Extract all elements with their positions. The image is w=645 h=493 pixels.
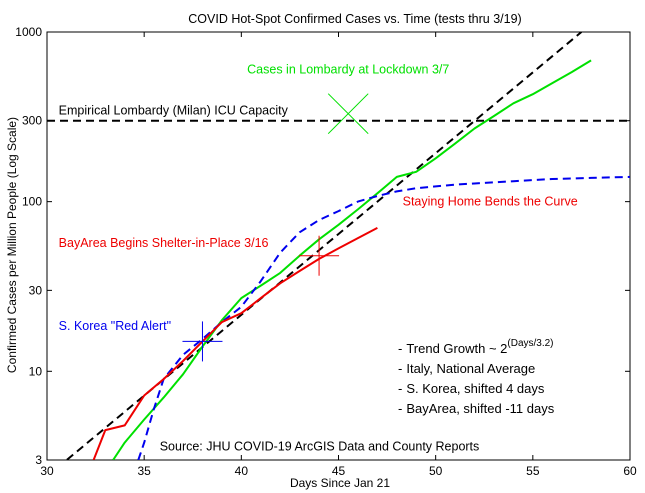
y-tick-label: 3 <box>35 453 42 467</box>
x-tick-label: 40 <box>235 464 249 478</box>
legend-label: BayArea, shifted -11 days <box>406 401 554 416</box>
chart-marks: 30 35 40 45 50 55 60 3 10 30 100 300 1000 Empirical L… <box>15 25 637 478</box>
y-tick-label: 1000 <box>15 25 42 39</box>
icu-capacity-label: Empirical Lombardy (Milan) ICU Capacity <box>59 104 289 118</box>
staying-home-annotation: Staying Home Bends the Curve <box>403 195 578 209</box>
x-tick-label: 30 <box>40 464 54 478</box>
source-annotation: Source: JHU COVID-19 ArcGIS Data and Cou… <box>160 440 480 454</box>
legend-entry: - BayArea, shifted -11 days <box>398 401 555 416</box>
legend-dash: - <box>398 341 402 356</box>
x-tick-label: 55 <box>526 464 540 478</box>
x-axis-label: Days Since Jan 21 <box>290 476 390 490</box>
chart-title: COVID Hot-Spot Confirmed Cases vs. Time … <box>188 12 521 26</box>
legend-entry: - Trend Growth ~ 2(Days/3.2) <box>398 338 554 356</box>
x-tick-label: 50 <box>429 464 443 478</box>
y-tick-label: 10 <box>29 364 43 378</box>
y-tick-label: 100 <box>22 195 42 209</box>
x-tick-label: 60 <box>623 464 637 478</box>
legend-dash: - <box>398 401 402 416</box>
trend-line <box>65 32 583 460</box>
legend-dash: - <box>398 361 402 376</box>
y-axis-label: Confirmed Cases per Million People (Log … <box>5 117 19 373</box>
south-korea-line <box>137 175 630 460</box>
legend-label: Italy, National Average <box>406 361 535 376</box>
legend-dash: - <box>398 381 402 396</box>
south-korea-alert-annotation: S. Korea "Red Alert" <box>59 319 171 333</box>
legend-label: S. Korea, shifted 4 days <box>406 381 545 396</box>
legend-entry: - S. Korea, shifted 4 days <box>398 381 545 396</box>
bayarea-line <box>92 227 378 460</box>
legend-superscript: (Days/3.2) <box>507 338 553 349</box>
italy-line <box>112 59 592 460</box>
legend-label: Trend Growth ~ 2 <box>406 341 507 356</box>
x-tick-label: 45 <box>332 464 346 478</box>
legend-entry: - Italy, National Average <box>398 361 535 376</box>
lockdown-x-marker <box>327 93 369 135</box>
x-tick-label: 35 <box>137 464 151 478</box>
legend: - Trend Growth ~ 2(Days/3.2)- Italy, Natio… <box>398 338 555 416</box>
y-tick-label: 30 <box>29 283 43 297</box>
lombardy-lockdown-annotation: Cases in Lombardy at Lockdown 3/7 <box>247 63 449 77</box>
y-tick-label: 300 <box>22 114 42 128</box>
bayarea-shelter-annotation: BayArea Begins Shelter-in-Place 3/16 <box>59 236 269 250</box>
